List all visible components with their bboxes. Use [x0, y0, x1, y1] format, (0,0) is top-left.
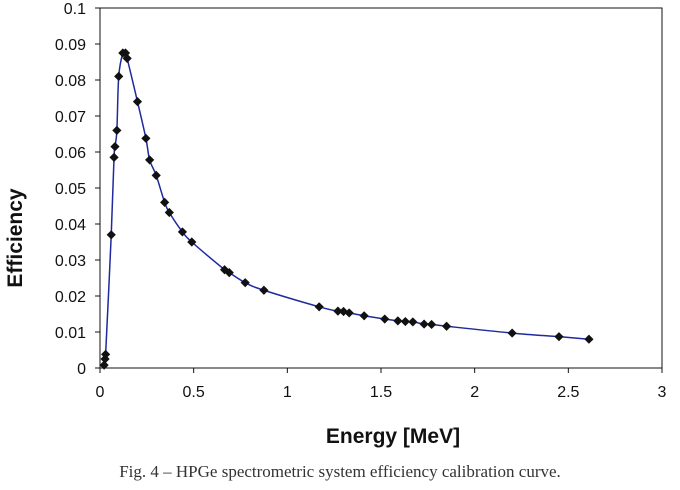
data-point-marker	[393, 316, 403, 326]
data-point-marker	[240, 278, 250, 288]
data-point-marker	[114, 71, 124, 81]
data-point-marker	[164, 207, 174, 218]
data-point-marker	[110, 142, 120, 152]
data-point-marker	[101, 349, 111, 359]
y-tick-label: 0.07	[55, 109, 86, 126]
data-point-marker	[441, 321, 452, 331]
data-point-marker	[99, 360, 109, 370]
data-point-marker	[106, 230, 116, 240]
data-point-marker	[145, 155, 155, 165]
data-point-marker	[141, 133, 151, 143]
data-point-marker	[160, 197, 170, 207]
y-tick-label: 0.06	[55, 145, 86, 162]
data-point-marker	[584, 334, 594, 344]
x-axis-title: Energy [MeV]	[326, 425, 460, 448]
data-point-marker	[408, 317, 418, 327]
y-tick-label: 0.05	[55, 181, 86, 198]
data-point-marker	[359, 311, 369, 321]
data-point-marker	[314, 302, 324, 312]
data-point-marker	[380, 314, 390, 324]
x-tick-label: 0	[96, 384, 105, 401]
data-point-marker	[224, 268, 234, 278]
data-point-marker	[507, 328, 517, 338]
y-tick-label: 0.01	[55, 325, 86, 342]
data-point-marker	[177, 227, 188, 237]
data-points	[99, 48, 594, 370]
data-point-marker	[132, 97, 143, 107]
x-tick-label: 1	[283, 384, 292, 401]
data-point-marker	[554, 332, 564, 342]
data-point-marker	[400, 316, 410, 327]
x-tick-label: 3	[658, 384, 667, 401]
y-tick-label: 0.1	[64, 1, 86, 18]
data-point-marker	[344, 308, 354, 318]
y-tick-label: 0.04	[55, 217, 86, 234]
data-point-marker	[333, 306, 343, 316]
y-tick-label: 0.09	[55, 37, 86, 54]
y-axis: 0 0.01 0.02 0.03 0.04 0.05 0.06 0.07 0.08 0.09 0.1	[55, 1, 100, 378]
data-point-marker	[259, 285, 269, 295]
data-point-marker	[151, 170, 161, 180]
data-point-marker	[219, 265, 230, 275]
y-tick-label: 0	[77, 361, 86, 378]
data-point-marker	[419, 319, 429, 329]
y-tick-label: 0.02	[55, 289, 86, 306]
data-point-marker	[122, 53, 132, 63]
data-point-marker	[109, 152, 119, 162]
x-tick-label: 0.5	[183, 384, 205, 401]
figure-caption: Fig. 4 – HPGe spectrometric system effic…	[119, 462, 561, 481]
data-point-marker	[112, 125, 122, 135]
y-tick-label: 0.03	[55, 253, 86, 270]
y-axis-title: Efficiency	[4, 188, 27, 288]
x-axis: 0 0.5 1 1.5 2 2.5 3	[96, 368, 667, 401]
data-point-marker	[187, 237, 197, 247]
plot-area	[99, 7, 663, 369]
x-tick-label: 2.5	[557, 384, 579, 401]
x-tick-label: 2	[470, 384, 479, 401]
data-point-marker	[426, 319, 437, 330]
x-tick-label: 1.5	[370, 384, 392, 401]
y-tick-label: 0.08	[55, 73, 86, 90]
